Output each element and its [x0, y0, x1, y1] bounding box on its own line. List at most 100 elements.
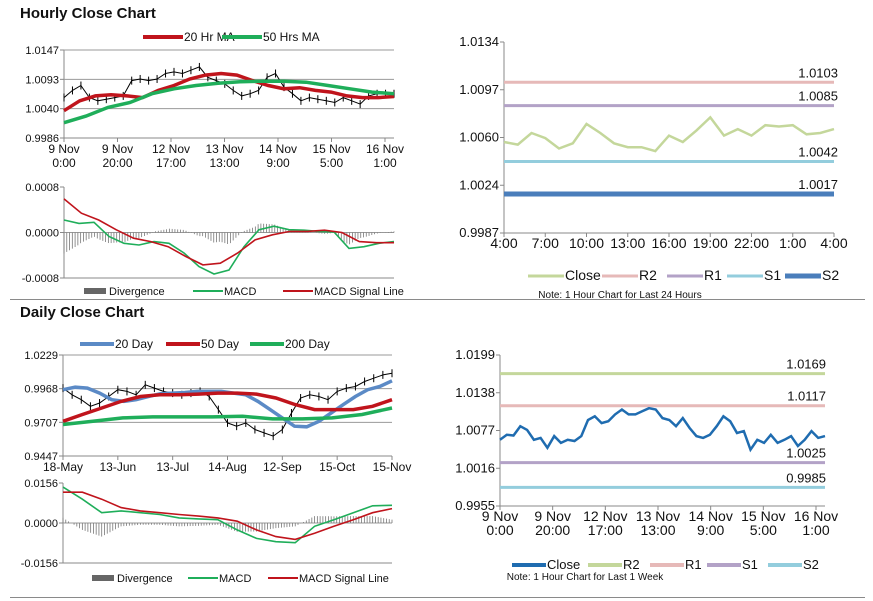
x-tick-label: 19:00: [693, 235, 728, 251]
y-tick-label: 0.9955: [455, 498, 495, 513]
legend-label: Close: [565, 267, 601, 283]
y-tick-label: 1.0229: [24, 350, 58, 362]
legend-label: 20 Hr MA: [184, 30, 235, 44]
y-tick-label: 1.0097: [459, 82, 499, 97]
series-close: [63, 66, 394, 105]
x-tick-label: 18-May: [43, 460, 83, 474]
y-tick-label: 0.9707: [24, 417, 58, 429]
legend-label: Divergence: [109, 286, 165, 298]
series-macd-signal-line: [63, 491, 393, 541]
legend-label: S2: [822, 267, 839, 283]
y-tick-label: 1.0093: [25, 74, 59, 86]
bottom-divider: [10, 597, 865, 598]
x-tick-label-line: 14-Aug: [208, 460, 247, 474]
x-tick-label-line: 9 Nov: [48, 142, 79, 156]
x-tick-label: 15-Oct: [319, 460, 356, 474]
x-tick-label: 14 Nov 9:00: [259, 142, 297, 170]
series-200-day: [62, 406, 393, 427]
x-tick-label-line: 12-Sep: [263, 460, 302, 474]
legend-label: R1: [685, 557, 702, 572]
level-label-s1: 1.0042: [798, 145, 838, 160]
y-tick-label: 1.0040: [25, 104, 59, 116]
x-tick-label-line: 1:00: [802, 522, 829, 538]
x-tick-label-line: 13 Nov: [636, 508, 680, 524]
legend-label: Divergence: [117, 573, 173, 585]
x-tick-label: 9 Nov 20:00: [534, 508, 571, 538]
x-tick-label: 13:00: [610, 235, 645, 251]
y-tick-label: 0.0156: [24, 478, 58, 490]
level-label-s2: 0.9985: [786, 470, 826, 485]
level-label-r2: 1.0169: [786, 357, 826, 372]
y-tick-label: 1.0077: [455, 423, 495, 438]
y-tick-label: 0.9968: [24, 384, 58, 396]
x-tick-label-line: 9 Nov: [102, 142, 133, 156]
x-tick-label-line: 9:00: [697, 522, 724, 538]
x-tick-label: 13-Jul: [156, 460, 189, 474]
x-tick-label: 1:00: [779, 235, 806, 251]
x-tick-label-line: 14 Nov: [259, 142, 297, 156]
y-tick-label: 1.0016: [455, 460, 495, 475]
level-label-r1: 1.0085: [798, 89, 838, 104]
x-tick-label: 12 Nov 17:00: [583, 508, 627, 538]
x-tick-label-line: 13:00: [209, 156, 239, 170]
chart-panel-1: 0.0008 0.0000 -0.0008 Divergence MACD MACD Si…: [22, 182, 404, 298]
x-tick-label: 12 Nov 17:00: [152, 142, 190, 170]
x-tick-label-line: 13-Jun: [99, 460, 136, 474]
legend-label: 50 Hrs MA: [263, 30, 320, 44]
x-tick-label-line: 4:00: [820, 235, 847, 251]
x-tick-label-line: 0:00: [486, 522, 513, 538]
legend-label: S2: [803, 557, 819, 572]
x-tick-label-line: 18-May: [43, 460, 83, 474]
series-macd: [63, 219, 395, 275]
y-tick-label: 1.0199: [455, 347, 495, 362]
legend-label: MACD Signal Line: [314, 286, 404, 298]
legend-label: 200 Day: [285, 337, 330, 351]
legend-label: 50 Day: [201, 337, 239, 351]
x-tick-label-line: 17:00: [156, 156, 186, 170]
y-tick-label: 1.0134: [459, 34, 499, 49]
x-tick-label-line: 12 Nov: [583, 508, 627, 524]
daily-chart-title: Daily Close Chart: [20, 304, 145, 321]
x-tick-label-line: 10:00: [569, 235, 604, 251]
y-tick-label: -0.0156: [21, 558, 58, 570]
x-tick-label-line: 13:00: [640, 522, 675, 538]
x-tick-label-line: 4:00: [490, 235, 517, 251]
x-tick-label: 15 Nov 5:00: [312, 142, 350, 170]
chart-panel-4: 0.0156 0.0000 -0.0156 Divergence MACD MACD Si…: [21, 478, 393, 585]
x-tick-label-line: 12 Nov: [152, 142, 190, 156]
y-tick-label: 0.0008: [25, 182, 59, 194]
x-tick-label-line: 16:00: [651, 235, 686, 251]
x-tick-label-line: 15-Nov: [373, 460, 412, 474]
y-tick-label: 0.9986: [25, 133, 59, 145]
x-tick-label-line: 0:00: [52, 156, 76, 170]
x-tick-label: 9 Nov 0:00: [482, 508, 519, 538]
y-tick-label: 0.9447: [24, 451, 58, 463]
x-tick-label: 16 Nov 1:00: [366, 142, 404, 170]
legend-label: MACD Signal Line: [299, 573, 389, 585]
y-tick-label: 0.9987: [459, 225, 499, 240]
x-tick-label-line: 13:00: [610, 235, 645, 251]
x-tick-label-line: 16 Nov: [366, 142, 404, 156]
y-tick-label: 0.0000: [25, 228, 59, 240]
legend-label: R2: [639, 267, 657, 283]
legend-label: Close: [547, 557, 580, 572]
x-tick-label-line: 9:00: [266, 156, 290, 170]
y-tick-label: -0.0008: [22, 273, 59, 285]
y-tick-label: 0.0000: [24, 518, 58, 530]
x-tick-label-line: 15 Nov: [741, 508, 785, 524]
x-tick-label: 15-Nov: [373, 460, 412, 474]
chart-note: Note: 1 Hour Chart for Last 1 Week: [507, 572, 665, 583]
y-tick-label: 1.0024: [459, 177, 499, 192]
level-label-r1: 1.0117: [787, 389, 826, 404]
legend-label: R2: [623, 557, 640, 572]
x-tick-label-line: 14 Nov: [688, 508, 732, 524]
x-tick-label: 9 Nov 20:00: [102, 142, 133, 170]
x-tick-label-line: 15 Nov: [312, 142, 350, 156]
x-tick-label-line: 17:00: [588, 522, 623, 538]
x-tick-label: 10:00: [569, 235, 604, 251]
x-tick-label-line: 19:00: [693, 235, 728, 251]
x-tick-label-line: 5:00: [320, 156, 344, 170]
